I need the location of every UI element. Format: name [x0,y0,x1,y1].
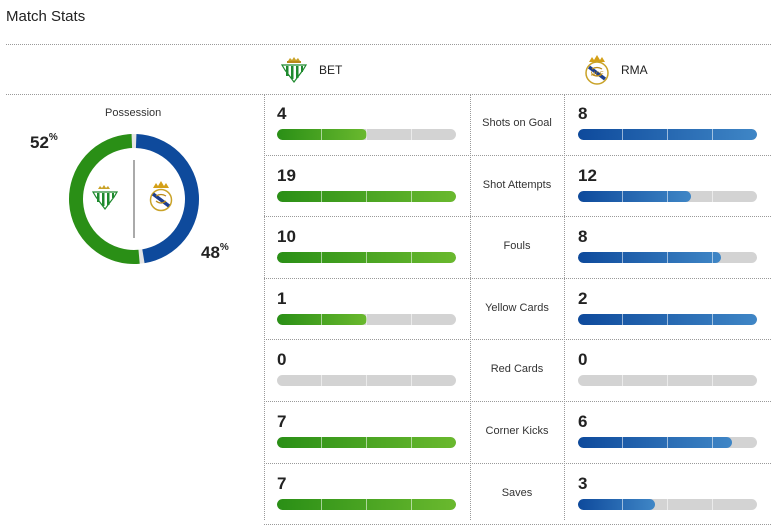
possession-label: Possession [105,107,162,119]
home-team-abbr: BET [319,63,343,77]
stat-label: Shot Attempts [482,178,552,191]
real-betis-crest-icon [91,185,119,210]
page-title: Match Stats [6,8,86,25]
away-stat-value: 0 [578,350,588,370]
home-stat-bar [277,375,456,387]
stat-row: 7 Saves 3 [264,464,771,525]
away-stat-bar [578,313,757,325]
home-stat-value: 10 [277,227,296,247]
stat-label: Saves [501,486,533,499]
away-possession-pct: 48% [201,242,229,262]
stat-label: Shots on Goal [482,117,552,129]
stat-row: 7 Corner Kicks 6 [264,402,771,464]
home-stat-value: 7 [277,411,287,431]
stats-table: 4 Shots on Goal 8 19 Shot Attempts 12 10… [264,94,771,525]
home-stat-value: 1 [277,288,287,308]
home-stat-value: 7 [277,473,287,493]
home-team-header[interactable]: BET [279,55,342,85]
away-stat-value: 12 [578,165,597,185]
svg-text:MCF: MCF [591,72,604,78]
stat-label: Red Cards [490,363,544,376]
away-stat-bar [578,252,757,264]
stat-row: 1 Yellow Cards 2 [264,279,771,341]
stat-row: 10 Fouls 8 [264,217,771,279]
home-stat-value: 0 [277,350,287,370]
away-stat-value: 3 [578,473,588,493]
column-divider [564,94,565,520]
away-stat-value: 6 [578,411,588,431]
stat-row: 4 Shots on Goal 8 [264,94,771,156]
column-divider [264,94,265,520]
home-stat-bar [277,498,456,510]
column-divider [470,94,471,520]
divider [6,94,771,95]
home-possession-pct: 52% [30,132,58,152]
stat-label: Corner Kicks [485,424,549,437]
home-stat-value: 19 [277,165,296,185]
away-team-header[interactable]: MCF RMA [583,55,648,85]
stat-row: 0 Red Cards 0 [264,340,771,402]
away-stat-bar [578,436,757,448]
stat-row: 19 Shot Attempts 12 [264,156,771,218]
away-stat-bar [578,375,757,387]
divider [6,44,771,45]
real-madrid-crest-icon [149,181,173,212]
possession-donut [69,134,199,264]
away-stat-bar [578,498,757,510]
away-stat-bar [578,190,757,202]
away-stat-value: 8 [578,227,588,247]
home-stat-bar [277,313,456,325]
away-possession-arc [135,134,199,264]
stat-label: Fouls [503,240,531,253]
away-team-abbr: RMA [621,63,648,77]
home-stat-bar [277,252,456,264]
home-stat-bar [277,190,456,202]
real-betis-crest-icon [280,57,308,83]
away-stat-value: 8 [578,104,588,123]
real-madrid-crest-icon: MCF [585,55,609,85]
home-stat-bar [277,129,456,140]
away-stat-value: 2 [578,288,588,308]
away-stat-bar [578,129,757,140]
stat-label: Yellow Cards [485,301,549,314]
home-stat-value: 4 [277,104,287,123]
home-possession-arc [69,134,140,264]
home-stat-bar [277,436,456,448]
